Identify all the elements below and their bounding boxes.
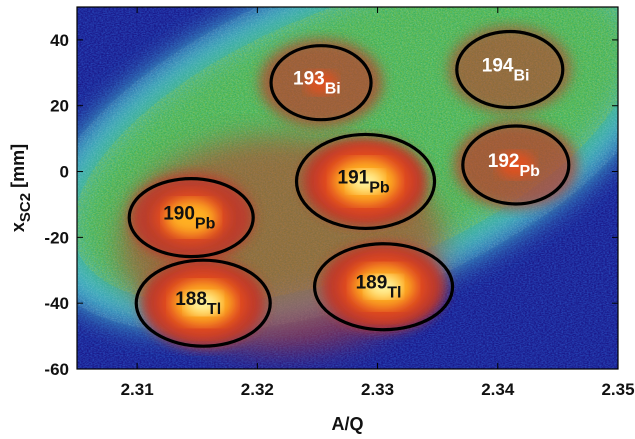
y-tick-label: -40 xyxy=(44,294,69,313)
isotope-element-symbol: Tl xyxy=(387,285,401,302)
isotope-element-symbol: Bi xyxy=(514,68,530,85)
x-tick-label: 2.34 xyxy=(481,380,515,399)
isotope-outline-190pb xyxy=(127,177,255,259)
isotope-element-symbol: Pb xyxy=(369,179,390,196)
isotope-mass-number: 191 xyxy=(338,167,370,188)
isotope-outline-188tl xyxy=(134,258,272,348)
isotope-element-symbol: Pb xyxy=(195,216,216,233)
isotope-outline-191pb xyxy=(294,132,437,231)
isotope-mass-number: 190 xyxy=(163,204,195,225)
y-tick-label: 20 xyxy=(50,97,69,116)
isotope-core xyxy=(497,151,535,179)
isotope-spot-192pb xyxy=(453,120,578,209)
isotope-halo xyxy=(447,25,572,114)
isotope-spot-190pb xyxy=(129,173,254,262)
isotope-label-189tl: 189Tl xyxy=(356,273,402,302)
y-tick-label: 0 xyxy=(60,163,69,182)
isotope-outline-192pb xyxy=(461,124,571,206)
plot-frame xyxy=(76,6,619,370)
y-tick-label: 40 xyxy=(50,31,69,50)
x-axis-label: A/Q xyxy=(331,414,363,434)
isotope-center xyxy=(366,275,401,298)
isotope-outline-193bi xyxy=(269,44,373,122)
isotope-spot-194bi xyxy=(447,25,572,114)
x-axis: 2.31 2.32 2.33 2.34 2.35 xyxy=(121,7,635,399)
y-tick-label: -60 xyxy=(44,360,69,379)
isotope-mass-number: 189 xyxy=(356,273,388,294)
isotope-mass-number: 194 xyxy=(482,56,514,77)
isotope-label-190pb: 190Pb xyxy=(163,204,215,233)
isotope-spot-188tl xyxy=(141,259,266,348)
isotope-element-symbol: Tl xyxy=(207,301,221,318)
isotope-label-192pb: 192Pb xyxy=(488,151,540,180)
y-axis-label: xSC2 [mm] xyxy=(8,144,34,232)
y-axis: 40 20 0 -20 -40 -60 xyxy=(44,31,618,379)
isotope-label-191pb: 191Pb xyxy=(338,167,390,196)
y-tick-label: -20 xyxy=(44,228,69,247)
x-tick-label: 2.32 xyxy=(241,380,274,399)
x-tick-label: 2.33 xyxy=(361,380,394,399)
isotope-spot-191pb xyxy=(303,137,428,226)
isotope-center xyxy=(348,170,383,193)
isotope-spot-189tl xyxy=(321,242,446,331)
isotope-mass-number: 188 xyxy=(175,289,207,310)
isotope-outline-189tl xyxy=(312,242,455,332)
isotope-element-symbol: Pb xyxy=(520,163,541,180)
isotope-outline-194bi xyxy=(455,29,565,110)
isotope-core xyxy=(304,71,338,95)
x-tick-label: 2.35 xyxy=(601,380,634,399)
y-axis-label-unit: [mm] xyxy=(8,144,28,193)
isotope-element-symbol: Bi xyxy=(325,81,341,98)
isotope-center xyxy=(185,292,221,315)
isotope-label-193bi: 193Bi xyxy=(293,69,341,98)
isotope-mass-number: 193 xyxy=(293,69,325,90)
isotope-spot-193bi xyxy=(259,38,384,127)
isotope-peak xyxy=(165,200,218,236)
y-axis-label-main: x xyxy=(8,222,28,232)
y-axis-label-sub: SC2 xyxy=(17,193,34,222)
isotope-label-188tl: 188Tl xyxy=(175,289,221,318)
isotope-label-194bi: 194Bi xyxy=(482,56,530,85)
isotope-mass-number: 192 xyxy=(488,151,520,172)
x-tick-label: 2.31 xyxy=(121,380,154,399)
